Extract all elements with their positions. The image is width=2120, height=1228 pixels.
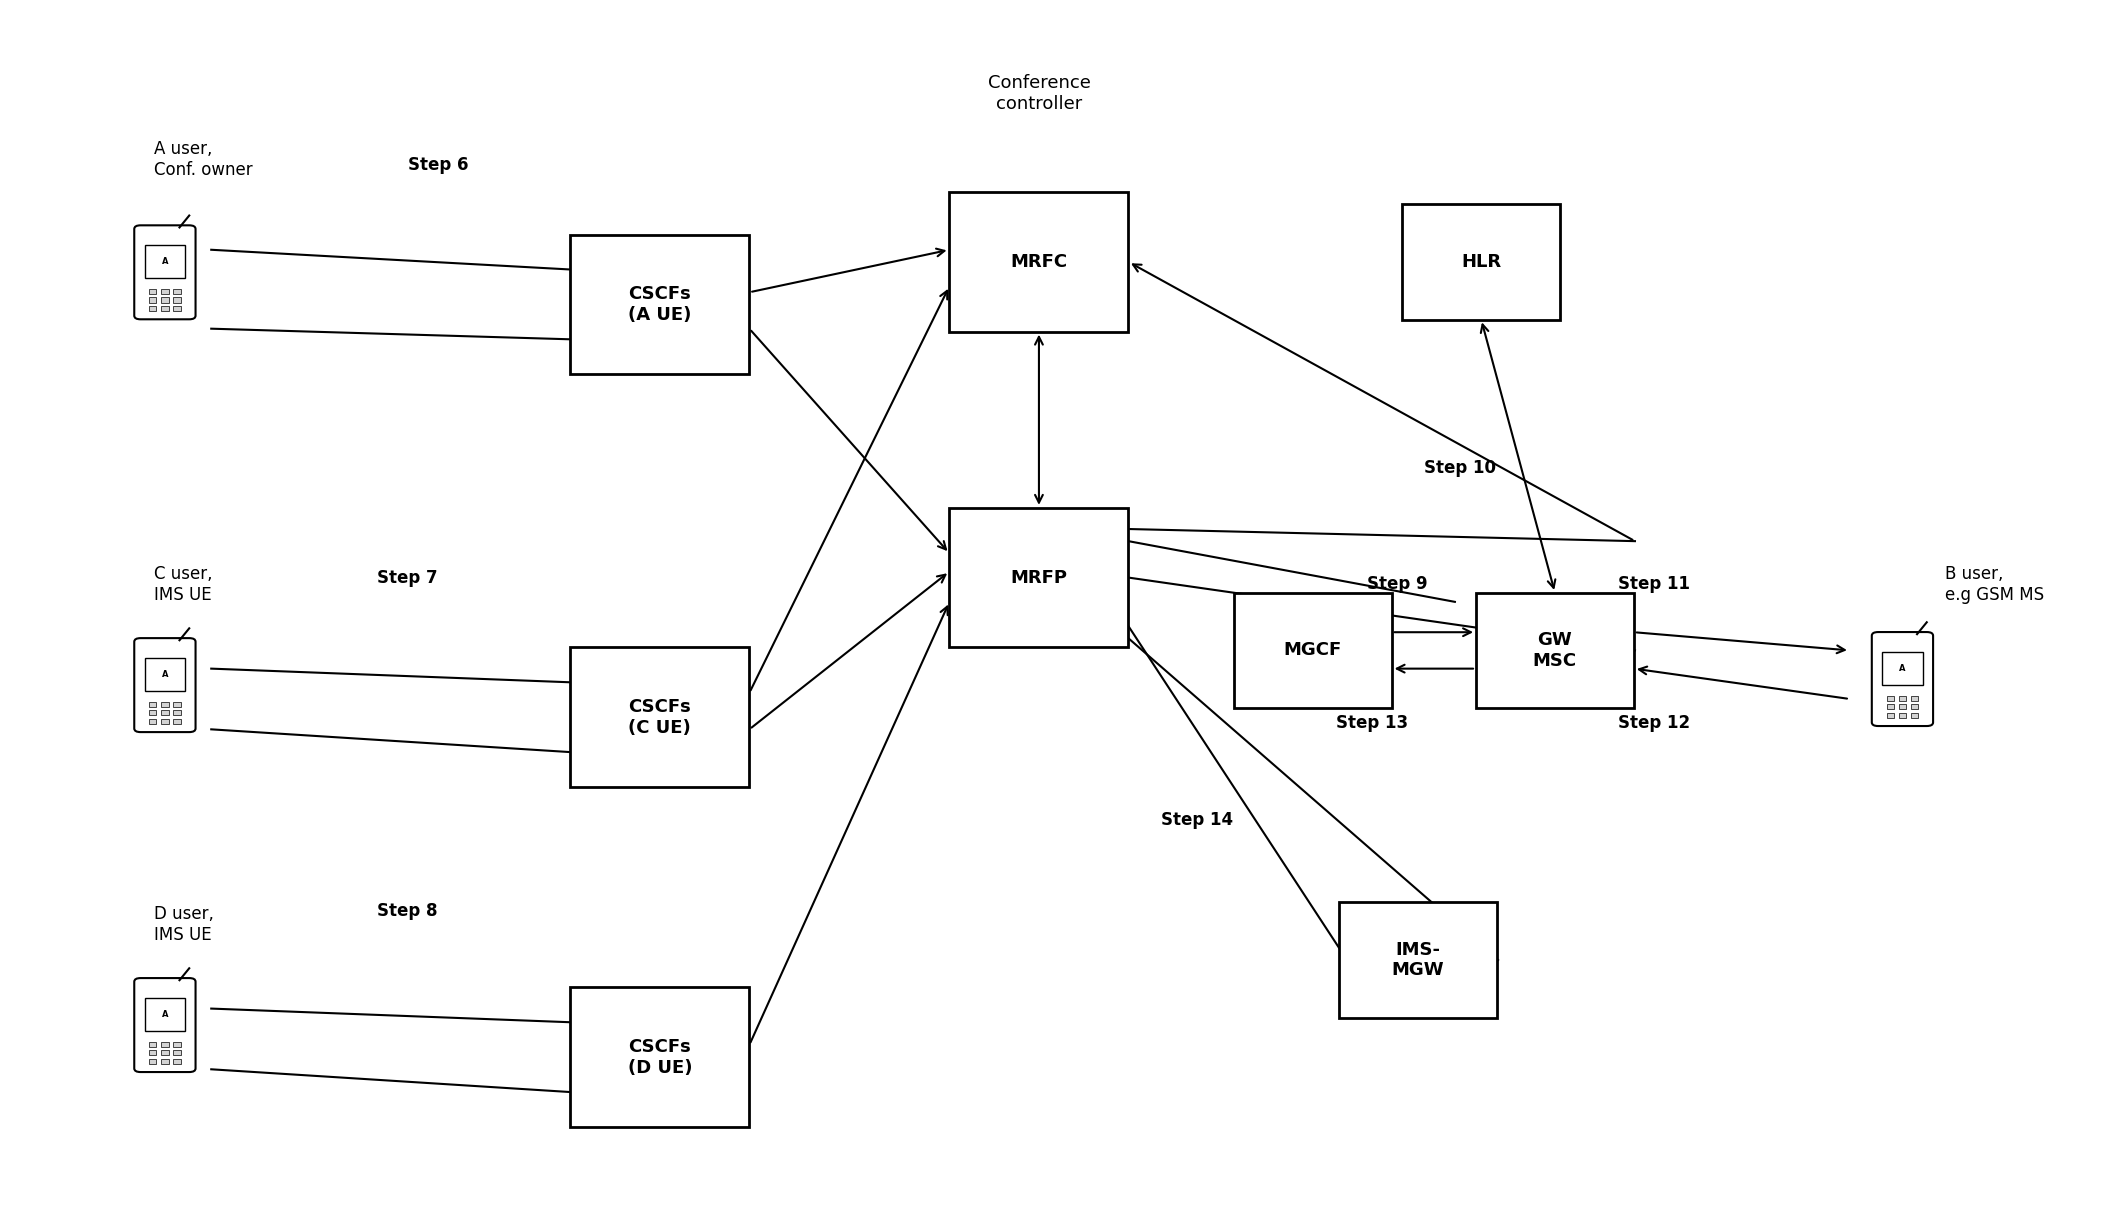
Text: A: A [161, 670, 167, 679]
Text: HLR: HLR [1461, 253, 1501, 271]
Bar [174, 1050, 180, 1055]
Bar [148, 1041, 157, 1046]
Bar [1900, 712, 1906, 718]
FancyBboxPatch shape [144, 658, 184, 690]
Bar [1340, 903, 1497, 1018]
Bar [161, 1059, 170, 1065]
Text: Step 7: Step 7 [377, 569, 437, 587]
FancyBboxPatch shape [1883, 652, 1923, 684]
Text: GW
MSC: GW MSC [1533, 631, 1577, 669]
Bar [1910, 704, 1919, 710]
Bar [174, 1059, 180, 1065]
Text: A user,
Conf. owner: A user, Conf. owner [155, 140, 252, 179]
Text: B user,
e.g GSM MS: B user, e.g GSM MS [1944, 565, 2044, 604]
Text: Step 11: Step 11 [1618, 575, 1690, 593]
Text: Step 10: Step 10 [1425, 459, 1497, 478]
Bar [1887, 712, 1893, 718]
Bar [174, 306, 180, 312]
Bar [161, 306, 170, 312]
Bar [570, 987, 748, 1127]
Bar [1887, 704, 1893, 710]
Bar [148, 1050, 157, 1055]
Bar [161, 1041, 170, 1046]
Text: Step 8: Step 8 [377, 903, 437, 921]
Bar [148, 289, 157, 293]
Bar [161, 297, 170, 302]
Bar [148, 1059, 157, 1065]
Text: CSCFs
(C UE): CSCFs (C UE) [628, 698, 691, 737]
Text: MRFP: MRFP [1011, 569, 1068, 587]
Text: Step 13: Step 13 [1336, 715, 1408, 732]
Text: Step 6: Step 6 [409, 156, 469, 174]
Bar [1900, 704, 1906, 710]
Bar [161, 718, 170, 725]
Text: Step 14: Step 14 [1162, 812, 1234, 829]
Bar [174, 1041, 180, 1046]
Bar [174, 718, 180, 725]
Bar [148, 297, 157, 302]
FancyBboxPatch shape [134, 225, 195, 319]
Text: Conference
controller: Conference controller [988, 74, 1090, 113]
FancyBboxPatch shape [134, 639, 195, 732]
Bar [950, 507, 1128, 647]
Bar [174, 297, 180, 302]
Text: A: A [161, 258, 167, 266]
Text: IMS-
MGW: IMS- MGW [1391, 941, 1444, 980]
Bar [148, 718, 157, 725]
Bar [1910, 712, 1919, 718]
Bar [950, 192, 1128, 332]
Text: D user,
IMS UE: D user, IMS UE [155, 905, 214, 944]
Text: Step 9: Step 9 [1367, 575, 1427, 593]
Bar [1401, 204, 1560, 319]
Text: CSCFs
(A UE): CSCFs (A UE) [628, 285, 691, 324]
Bar [174, 289, 180, 293]
Bar [1887, 695, 1893, 701]
FancyBboxPatch shape [134, 977, 195, 1072]
Bar [161, 710, 170, 716]
Bar [1910, 695, 1919, 701]
Bar [570, 235, 748, 375]
FancyBboxPatch shape [144, 246, 184, 278]
Bar [148, 306, 157, 312]
FancyBboxPatch shape [1872, 632, 1933, 726]
Text: A: A [161, 1011, 167, 1019]
Text: MRFC: MRFC [1011, 253, 1068, 271]
Bar [1900, 695, 1906, 701]
Bar [174, 710, 180, 716]
Bar [1234, 593, 1391, 709]
Text: CSCFs
(D UE): CSCFs (D UE) [628, 1038, 691, 1077]
Bar [174, 701, 180, 707]
Bar [161, 1050, 170, 1055]
Bar [161, 289, 170, 293]
Bar [161, 701, 170, 707]
FancyBboxPatch shape [144, 998, 184, 1030]
Bar [1476, 593, 1635, 709]
Text: MGCF: MGCF [1283, 641, 1342, 659]
Bar [148, 710, 157, 716]
Text: A: A [1900, 664, 1906, 673]
Bar [570, 647, 748, 787]
Text: C user,
IMS UE: C user, IMS UE [155, 565, 212, 604]
Bar [148, 701, 157, 707]
Text: Step 12: Step 12 [1618, 715, 1690, 732]
